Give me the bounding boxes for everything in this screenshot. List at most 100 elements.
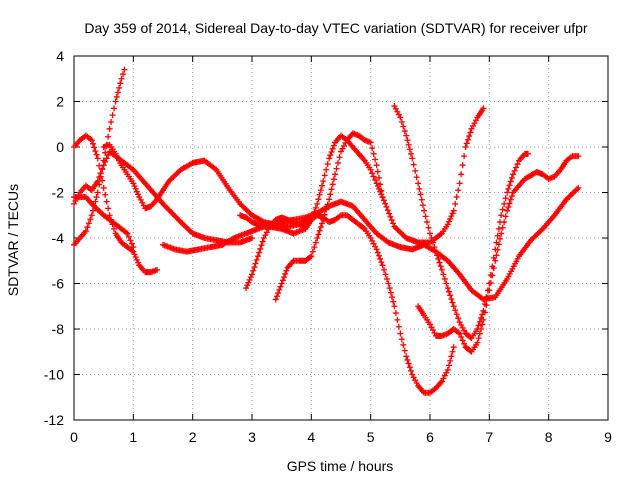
- data-series: [243, 132, 386, 292]
- data-point: [360, 224, 367, 231]
- data-point: [131, 251, 138, 258]
- data-point: [111, 105, 118, 112]
- data-point: [130, 244, 137, 251]
- data-point: [494, 232, 501, 239]
- data-point: [277, 283, 284, 290]
- data-point: [461, 340, 468, 347]
- data-point: [114, 89, 121, 96]
- data-point: [108, 118, 115, 125]
- data-series: [272, 105, 487, 303]
- data-point: [253, 256, 260, 263]
- data-point: [498, 230, 505, 237]
- data-series: [160, 184, 582, 303]
- data-point: [84, 224, 91, 231]
- data-point: [245, 279, 252, 286]
- data-point: [478, 326, 485, 332]
- y-tick-label: 0: [56, 139, 64, 155]
- data-point: [456, 180, 463, 187]
- data-point: [89, 140, 96, 147]
- data-point: [400, 341, 407, 348]
- data-point: [316, 191, 323, 198]
- data-point: [332, 171, 339, 178]
- data-point: [387, 289, 394, 296]
- data-point: [410, 161, 417, 168]
- data-point: [94, 189, 101, 196]
- data-point: [480, 105, 487, 112]
- data-point: [251, 264, 258, 271]
- data-point: [119, 71, 126, 78]
- data-point: [425, 224, 432, 231]
- data-point: [406, 146, 413, 153]
- data-point: [406, 364, 413, 371]
- data-point: [276, 286, 283, 293]
- data-point: [333, 165, 340, 172]
- data-point: [88, 137, 95, 144]
- y-tick-label: -8: [52, 321, 65, 337]
- data-point: [106, 125, 113, 132]
- data-point: [389, 294, 396, 301]
- data-point: [417, 191, 424, 198]
- y-tick-label: 2: [56, 94, 64, 110]
- data-point: [412, 167, 419, 174]
- data-point: [92, 198, 99, 205]
- y-axis-ticks: 4 2 0 -2 -4 -6 -8 -10 -12: [44, 48, 608, 428]
- data-point: [475, 322, 482, 329]
- data-point: [390, 298, 397, 305]
- data-point: [444, 366, 451, 373]
- data-point: [243, 285, 250, 292]
- data-point: [103, 155, 110, 162]
- data-series: [237, 212, 457, 396]
- data-point: [390, 220, 397, 227]
- data-point: [504, 207, 511, 214]
- data-point: [386, 285, 393, 292]
- x-tick-label: 3: [248, 429, 256, 445]
- data-point: [132, 185, 139, 192]
- data-series: [415, 153, 582, 355]
- data-point: [320, 178, 327, 185]
- data-point: [109, 112, 116, 119]
- data-point: [256, 249, 263, 256]
- data-point: [111, 225, 118, 232]
- data-point: [397, 114, 404, 121]
- data-point: [324, 161, 331, 168]
- data-point: [117, 80, 124, 87]
- data-point: [308, 253, 315, 260]
- data-point: [283, 267, 290, 274]
- data-point: [502, 213, 509, 220]
- data-point: [319, 182, 326, 189]
- data-point: [328, 149, 335, 156]
- data-point: [102, 158, 109, 165]
- data-point: [272, 296, 279, 303]
- data-point: [404, 137, 411, 144]
- x-axis-ticks: 0 1 2 3 4 5 6 7 8 9: [70, 56, 612, 445]
- data-point: [383, 275, 390, 282]
- data-point: [401, 128, 408, 135]
- data-point: [492, 257, 499, 264]
- data-point: [328, 186, 335, 193]
- data-point: [405, 360, 412, 367]
- data-point: [386, 210, 393, 217]
- data-point: [93, 194, 100, 201]
- data-point: [499, 206, 506, 213]
- data-point: [538, 227, 545, 234]
- data-point: [330, 176, 337, 183]
- data-point: [315, 231, 322, 238]
- data-point: [124, 230, 131, 237]
- data-point: [367, 139, 374, 146]
- data-point: [369, 145, 376, 152]
- data-point: [449, 348, 456, 355]
- data-point: [88, 212, 95, 219]
- data-point: [440, 271, 447, 278]
- data-point: [456, 330, 463, 337]
- x-tick-label: 5: [367, 429, 375, 445]
- data-point: [575, 184, 582, 191]
- data-point: [105, 205, 112, 212]
- data-point: [89, 207, 96, 214]
- data-series: [100, 141, 315, 230]
- data-point: [404, 356, 411, 363]
- data-point: [408, 150, 415, 157]
- data-point: [507, 178, 514, 185]
- x-tick-label: 1: [129, 429, 137, 445]
- data-point: [388, 217, 395, 224]
- data-point: [403, 132, 410, 139]
